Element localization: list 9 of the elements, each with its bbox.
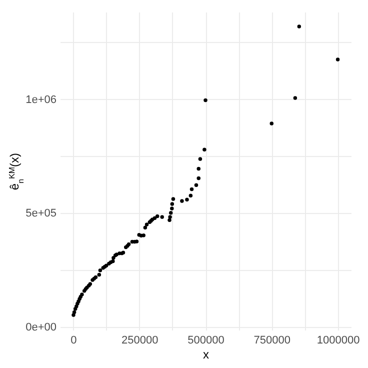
- x-axis-title: x: [203, 348, 209, 362]
- y-tick-label: 0e+00: [26, 321, 56, 334]
- x-tick-label: 750000: [254, 334, 290, 346]
- y-tick-label: 1e+06: [26, 94, 56, 106]
- x-tick-label: 0: [70, 334, 77, 346]
- x-tick-label: 250000: [122, 334, 158, 346]
- x-tick-label: 500000: [188, 334, 224, 346]
- y-tick-label: 5e+05: [26, 208, 56, 220]
- x-tick-label: 1000000: [316, 334, 360, 346]
